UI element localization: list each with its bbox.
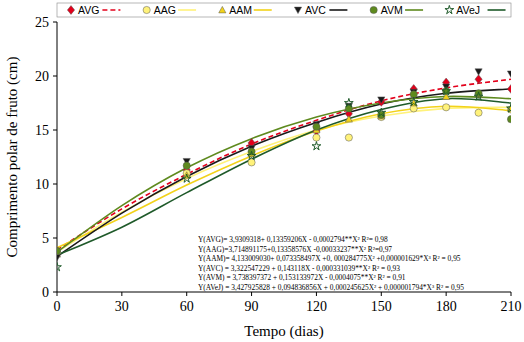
legend-label: AAM: [229, 4, 252, 16]
fit-line: [57, 96, 511, 252]
legend-line: [329, 9, 347, 11]
fit-line: [57, 79, 511, 250]
legend-label: AVC: [305, 4, 326, 16]
point: [183, 162, 190, 169]
x-tick: [446, 292, 447, 296]
y-tick: [53, 292, 57, 293]
y-tick: [53, 130, 57, 131]
y-tick: [53, 22, 57, 23]
equation: Y(AVC) = 3,322547229 + 0,143118X - 0,000…: [198, 264, 400, 273]
x-tick: [511, 292, 512, 296]
point: [57, 255, 61, 261]
y-axis-label: Comprimento polar de fruto (cm): [4, 57, 21, 258]
point: [182, 174, 191, 182]
x-tick-label: 0: [54, 299, 61, 314]
y-tick-label: 20: [35, 69, 49, 84]
point: [475, 69, 482, 75]
equation: Y(AVeJ) = 3,427925828 + 0,094836856X + 0…: [198, 283, 464, 292]
point: [507, 105, 511, 111]
x-tick-label: 150: [371, 299, 392, 314]
point: [345, 116, 352, 122]
y-tick: [53, 184, 57, 185]
legend-marker: [67, 6, 74, 15]
legend-marker: [143, 6, 150, 13]
legend-marker: [219, 6, 226, 12]
legend-marker: [294, 7, 301, 13]
legend-label: AAG: [154, 4, 176, 16]
x-tick: [57, 292, 58, 296]
legend-marker: [445, 5, 454, 13]
point: [507, 116, 511, 123]
legend-label: AVeJ: [456, 4, 480, 16]
equation: Y(AAG)=3,714891175+0,13358576X -0,000332…: [198, 245, 392, 254]
point: [344, 98, 353, 106]
legend-box: [57, 3, 511, 17]
point: [378, 97, 385, 103]
point: [507, 85, 511, 94]
legend-line: [178, 9, 196, 11]
point: [378, 98, 385, 107]
plot-area: [57, 69, 511, 271]
equation: Y(AVM) = 3,738397372 + 0,153133972X - 0,…: [198, 273, 406, 282]
legend-line: [488, 9, 506, 11]
legend: AVG AAG AAM AVC AVM AVeJ: [57, 3, 511, 17]
x-tick-label: 210: [501, 299, 522, 314]
x-tick: [251, 292, 252, 296]
fit-line: [57, 99, 511, 256]
y-tick-label: 5: [42, 231, 49, 246]
x-tick-label: 90: [245, 299, 259, 314]
y-tick: [53, 76, 57, 77]
fit-line: [57, 89, 511, 256]
legend-label: AVM: [381, 4, 403, 16]
x-tick: [121, 292, 122, 296]
x-tick: [186, 292, 187, 296]
point: [57, 247, 61, 254]
y-tick-label: 25: [35, 15, 49, 30]
x-tick-label: 180: [436, 299, 457, 314]
y-tick-label: 15: [35, 123, 49, 138]
legend-label: AVG: [78, 4, 99, 16]
y-tick: [53, 238, 57, 239]
point: [345, 134, 352, 141]
x-tick-label: 120: [306, 299, 327, 314]
point: [507, 71, 511, 77]
point: [443, 104, 450, 111]
point: [57, 247, 61, 256]
x-tick: [381, 292, 382, 296]
point: [57, 263, 61, 271]
point: [507, 104, 511, 112]
equation: Y(AVG)= 3,9309318+ 0,13359206X - 0,00027…: [198, 235, 388, 244]
fit-line: [57, 107, 511, 252]
equation: Y(AAM)= 4,133009030+ 0,073358497X +0, 00…: [198, 254, 461, 263]
legend-line: [405, 9, 423, 11]
point: [474, 92, 483, 100]
legend-line: [102, 9, 120, 11]
point: [313, 123, 320, 130]
legend-line: [254, 9, 272, 11]
x-tick-label: 30: [115, 299, 129, 314]
y-tick-label: 10: [35, 177, 49, 192]
legend-marker: [370, 6, 377, 13]
y-tick-label: 0: [42, 285, 49, 300]
point: [475, 109, 482, 116]
point: [475, 75, 482, 84]
point: [442, 87, 451, 95]
x-axis-label: Tempo (dias): [244, 323, 323, 340]
point: [312, 142, 321, 150]
point: [409, 97, 418, 105]
x-tick-label: 60: [180, 299, 194, 314]
x-tick: [316, 292, 317, 296]
point: [247, 151, 256, 159]
chart: 0 5 10 15 20 25 0 30 60 90 120 150 180 210 Tempo (dias…: [0, 0, 524, 342]
point: [377, 108, 386, 116]
